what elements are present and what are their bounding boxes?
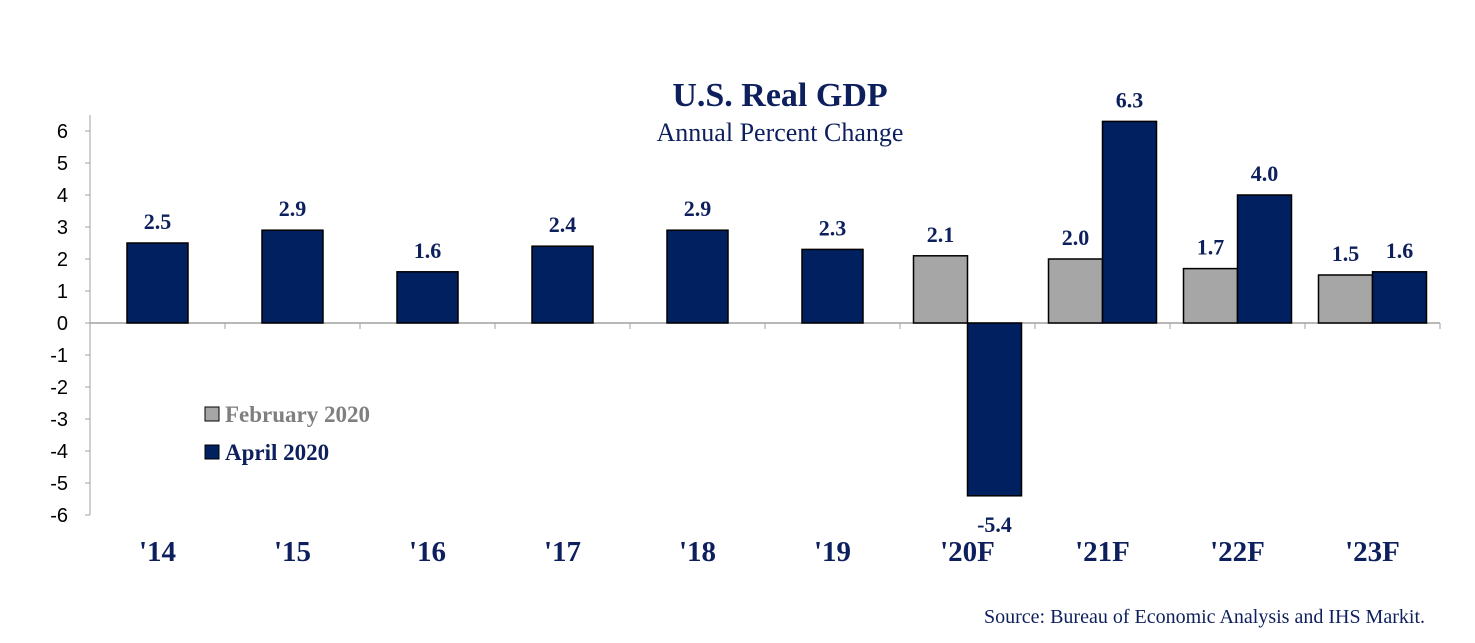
data-label: 4.0 <box>1251 161 1279 186</box>
x-tick-label: '21F <box>1075 536 1130 568</box>
x-tick-label: '17 <box>544 536 581 568</box>
data-label: -5.4 <box>977 512 1012 537</box>
y-tick-label: 5 <box>57 153 68 175</box>
data-label: 2.9 <box>279 196 307 221</box>
bar-april-2020 <box>1101 120 1158 324</box>
bar-february-2020 <box>912 255 969 324</box>
data-label: 2.4 <box>549 212 577 237</box>
y-tick-label: 6 <box>57 121 68 143</box>
x-tick-label: '14 <box>139 536 176 568</box>
bar-april-2020 <box>1371 271 1428 324</box>
legend-label-april-2020: April 2020 <box>225 440 329 465</box>
chart-title: U.S. Real GDP <box>672 77 887 114</box>
x-tick-label: '23F <box>1345 536 1400 568</box>
bar-april-2020 <box>966 322 1023 497</box>
bar-february-2020 <box>1182 267 1239 324</box>
y-tick-label: -1 <box>50 345 68 367</box>
data-label: 1.6 <box>414 238 442 263</box>
bar-april-2020 <box>396 271 459 324</box>
x-tick-label: '22F <box>1210 536 1265 568</box>
y-tick-label: -6 <box>50 505 68 527</box>
data-label: 1.6 <box>1386 238 1414 263</box>
legend-swatch-february-2020 <box>204 406 220 422</box>
bar-april-2020 <box>261 229 324 324</box>
y-tick-label: -2 <box>50 377 68 399</box>
x-tick-label: '15 <box>274 536 311 568</box>
bar-april-2020 <box>666 229 729 324</box>
y-tick-label: 3 <box>57 217 68 239</box>
data-label: 6.3 <box>1116 87 1144 112</box>
chart-subtitle: Annual Percent Change <box>657 118 904 147</box>
source-note: Source: Bureau of Economic Analysis and … <box>984 606 1425 628</box>
legend: February 2020 April 2020 <box>204 402 370 465</box>
data-label: 2.3 <box>819 215 847 240</box>
y-tick-label: 4 <box>57 185 68 207</box>
x-tick-label: '18 <box>679 536 716 568</box>
bar-april-2020 <box>801 248 864 324</box>
y-tick-label: 2 <box>57 249 68 271</box>
data-label: 2.1 <box>927 222 955 247</box>
data-label: 1.5 <box>1332 241 1360 266</box>
data-label: 2.0 <box>1062 225 1090 250</box>
x-tick-label: '20F <box>940 536 995 568</box>
x-tick-label: '16 <box>409 536 446 568</box>
bar-february-2020 <box>1047 258 1104 324</box>
legend-label-february-2020: February 2020 <box>225 402 370 427</box>
y-tick-label: -3 <box>50 409 68 431</box>
bar-april-2020 <box>1236 194 1293 324</box>
y-tick-label: -5 <box>50 473 68 495</box>
x-tick-label: '19 <box>814 536 851 568</box>
y-tick-label: 1 <box>57 281 68 303</box>
y-tick-label: -4 <box>50 441 68 463</box>
legend-swatch-april-2020 <box>204 444 220 460</box>
data-label: 1.7 <box>1197 235 1225 260</box>
bar-april-2020 <box>126 242 189 324</box>
data-label: 2.5 <box>144 209 172 234</box>
bar-april-2020 <box>531 245 594 324</box>
data-label: 2.9 <box>684 196 712 221</box>
bar-february-2020 <box>1317 274 1374 324</box>
y-tick-label: 0 <box>57 313 68 335</box>
